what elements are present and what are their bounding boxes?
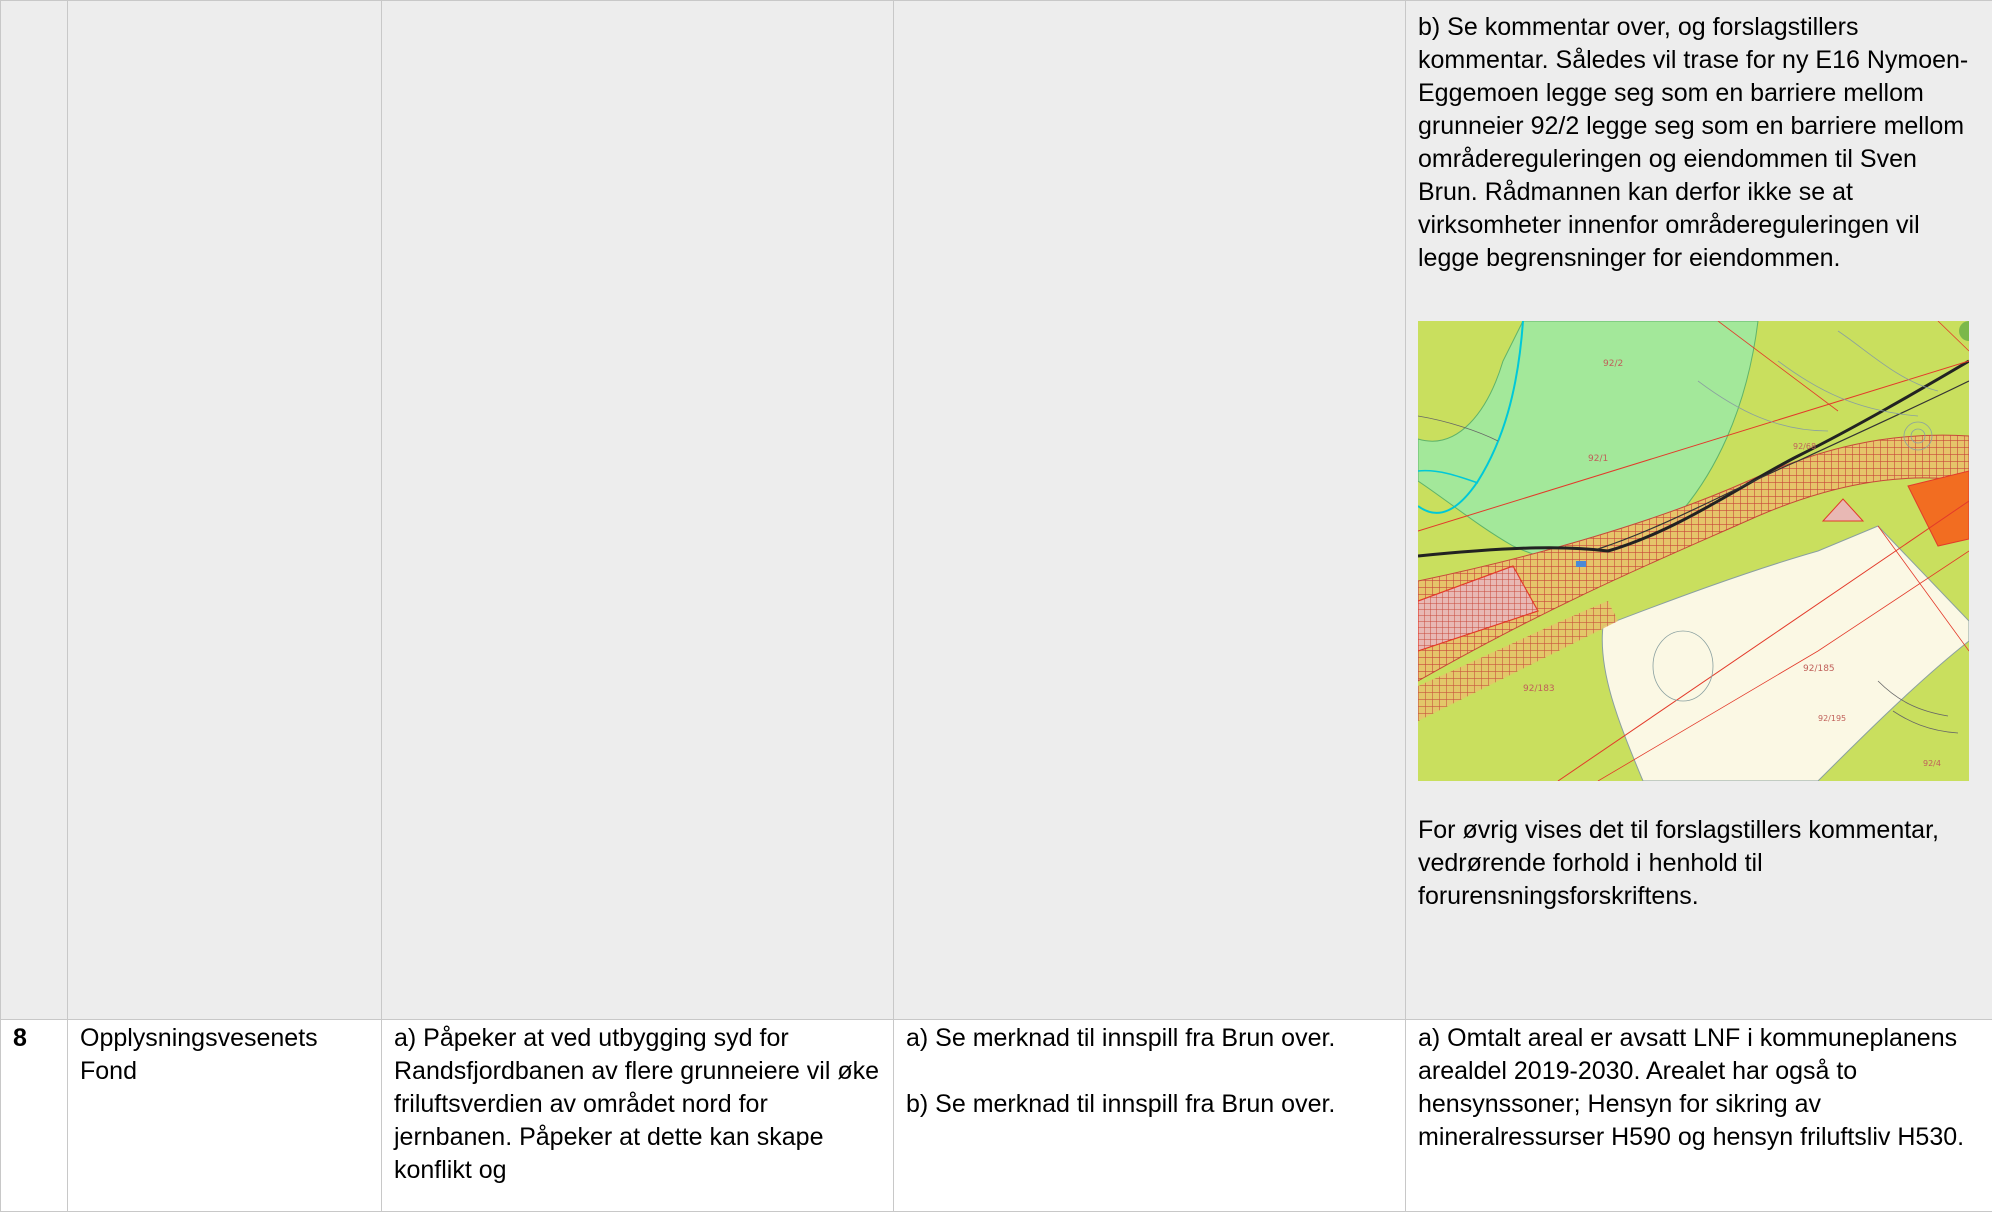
proposer-comment-cell: [894, 1, 1406, 1020]
proposer-comment-a: a) Se merknad til innspill fra Brun over…: [906, 1022, 1393, 1055]
table-row: 8 Opplysningsvesenets Fond a) Påpeker at…: [1, 1020, 1992, 1212]
map-label: 92/1: [1588, 454, 1608, 464]
number-cell: [1, 1, 68, 1020]
zoning-map: 92/2 92/1 92/68 92/185 92/183 92/4 92/19…: [1418, 321, 1969, 781]
admin-comment-cell: a) Omtalt areal er avsatt LNF i kommunep…: [1406, 1020, 1992, 1212]
name-cell: Opplysningsvesenets Fond: [68, 1020, 382, 1212]
admin-comment-cell: b) Se kommentar over, og forslagstillers…: [1406, 1, 1992, 1020]
table-row: b) Se kommentar over, og forslagstillers…: [1, 1, 1992, 1020]
proposer-comment-b: b) Se merknad til innspill fra Brun over…: [906, 1088, 1393, 1121]
summary-cell: a) Påpeker at ved utbygging syd for Rand…: [382, 1020, 894, 1212]
map-label: 92/183: [1523, 684, 1555, 694]
map-label: 92/4: [1923, 759, 1941, 768]
submitter-name: Opplysningsvesenets Fond: [80, 1022, 369, 1088]
admin-comment-paragraph: For øvrig vises det til forslagstillers …: [1418, 814, 1980, 913]
admin-comment-paragraph: b) Se kommentar over, og forslagstillers…: [1418, 11, 1980, 275]
summary-text: a) Påpeker at ved utbygging syd for Rand…: [394, 1022, 881, 1187]
proposer-comment-cell: a) Se merknad til innspill fra Brun over…: [894, 1020, 1406, 1212]
name-cell: [68, 1, 382, 1020]
map-label: 92/2: [1603, 359, 1623, 369]
number-cell: 8: [1, 1020, 68, 1212]
summary-cell: [382, 1, 894, 1020]
admin-comment-a: a) Omtalt areal er avsatt LNF i kommunep…: [1418, 1022, 1980, 1154]
map-label: 92/68: [1793, 442, 1816, 451]
map-label: 92/195: [1818, 714, 1846, 723]
zoning-map-image: 92/2 92/1 92/68 92/185 92/183 92/4 92/19…: [1418, 321, 1969, 781]
map-label: 92/185: [1803, 664, 1835, 674]
